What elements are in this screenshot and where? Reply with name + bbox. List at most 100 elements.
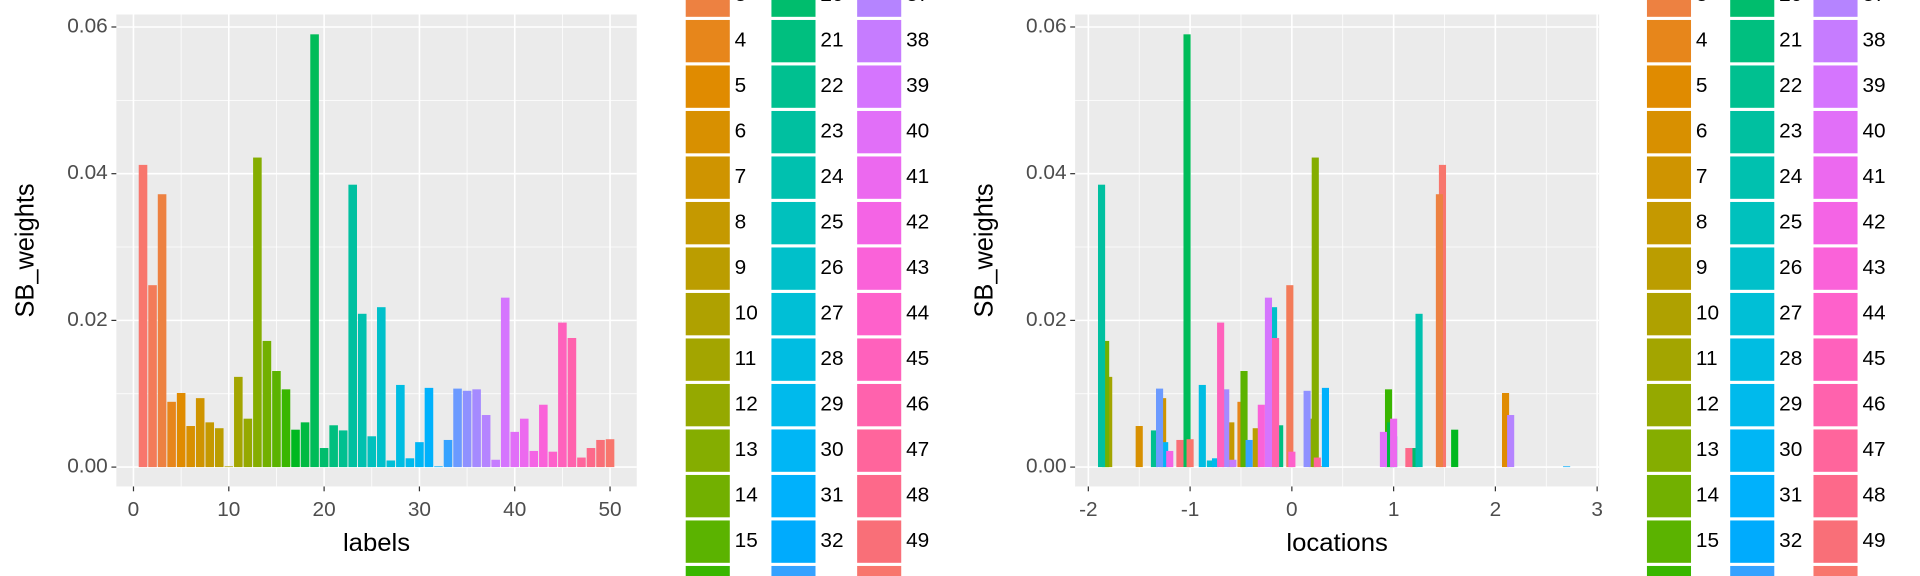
x-tick-label: 20 bbox=[313, 498, 336, 521]
legend-swatch bbox=[857, 338, 902, 381]
bar bbox=[386, 460, 396, 468]
bar bbox=[291, 429, 300, 468]
legend-swatch bbox=[1813, 156, 1858, 199]
legend-label: 12 bbox=[1696, 393, 1719, 416]
legend-label: 14 bbox=[1696, 484, 1719, 507]
x-tick-label: 50 bbox=[598, 498, 621, 521]
legend-label: 29 bbox=[820, 393, 843, 416]
bar bbox=[1379, 431, 1388, 468]
bar bbox=[586, 448, 596, 468]
bar bbox=[596, 439, 605, 468]
legend-swatch bbox=[685, 65, 730, 108]
legend-label: 46 bbox=[906, 393, 929, 416]
legend-label: 28 bbox=[1779, 347, 1802, 370]
legend-swatch bbox=[1646, 338, 1692, 381]
legend-label: 39 bbox=[1862, 74, 1885, 97]
bar bbox=[319, 448, 329, 468]
legend-swatch bbox=[1646, 156, 1692, 199]
legend-swatch bbox=[857, 65, 902, 108]
legend-label: 11 bbox=[735, 347, 757, 370]
x-tick-label: -1 bbox=[1181, 498, 1200, 521]
bar bbox=[529, 450, 539, 468]
bar bbox=[1410, 448, 1418, 468]
legend-swatch bbox=[685, 565, 730, 576]
bar bbox=[1405, 448, 1413, 468]
x-tick-label: 0 bbox=[128, 498, 140, 521]
legend-swatch bbox=[1813, 520, 1858, 563]
legend-label: 42 bbox=[906, 211, 929, 234]
legend-label: 32 bbox=[820, 529, 843, 552]
legend-swatch bbox=[1646, 201, 1692, 245]
bar bbox=[1288, 451, 1296, 468]
legend-swatch bbox=[771, 0, 816, 17]
legend-swatch bbox=[1730, 429, 1775, 472]
legend-label: 29 bbox=[1779, 393, 1802, 416]
bar bbox=[434, 466, 443, 468]
legend-label: 16 bbox=[1696, 575, 1719, 576]
legend-label: 3 bbox=[735, 0, 747, 6]
legend-swatch bbox=[771, 383, 816, 427]
legend-swatch bbox=[685, 156, 730, 199]
legend-label: 50 bbox=[1862, 575, 1885, 576]
legend-swatch bbox=[1730, 65, 1775, 108]
legend-label: 30 bbox=[820, 438, 843, 461]
legend-label: 44 bbox=[1862, 302, 1885, 325]
bar bbox=[415, 442, 424, 468]
bar bbox=[1240, 371, 1248, 468]
bar bbox=[262, 340, 272, 468]
bar bbox=[491, 459, 500, 468]
legend-label: 4 bbox=[735, 29, 747, 52]
x-axis-title: labels bbox=[343, 529, 410, 557]
legend-label: 6 bbox=[1696, 120, 1708, 143]
legend-label: 3 bbox=[1696, 0, 1708, 6]
legend-swatch bbox=[857, 247, 902, 290]
legend-swatch bbox=[771, 474, 816, 518]
y-tick-label: 0.06 bbox=[1026, 15, 1067, 38]
bar bbox=[1198, 384, 1206, 468]
legend-swatch bbox=[857, 156, 902, 199]
bar bbox=[272, 371, 281, 468]
bar bbox=[1415, 313, 1423, 468]
legend-swatch bbox=[1646, 429, 1692, 472]
legend-label: 41 bbox=[1862, 165, 1885, 188]
bar bbox=[1286, 285, 1294, 468]
legend-swatch bbox=[857, 474, 902, 518]
legend-label: 47 bbox=[906, 438, 929, 461]
legend-swatch bbox=[1813, 292, 1858, 336]
y-tick-label: 0.04 bbox=[1026, 161, 1067, 184]
legend-swatch bbox=[1646, 247, 1692, 290]
y-tick-label: 0.04 bbox=[67, 161, 108, 184]
legend-swatch bbox=[1730, 0, 1775, 17]
legend-swatch bbox=[685, 474, 730, 518]
legend-label: 25 bbox=[1779, 211, 1802, 234]
bar bbox=[567, 337, 577, 468]
bar bbox=[234, 376, 243, 468]
x-tick-label: 40 bbox=[503, 498, 526, 521]
legend-label: 20 bbox=[1779, 0, 1802, 6]
legend-swatch bbox=[1813, 201, 1858, 245]
legend-label: 30 bbox=[1779, 438, 1802, 461]
legend-swatch bbox=[1813, 338, 1858, 381]
legend-label: 23 bbox=[1779, 120, 1802, 143]
legend-swatch bbox=[771, 110, 816, 154]
bar bbox=[195, 398, 205, 468]
legend-label: 41 bbox=[906, 165, 929, 188]
legend-label: 32 bbox=[1779, 529, 1802, 552]
bar bbox=[214, 428, 224, 468]
legend-label: 4 bbox=[1696, 29, 1708, 52]
bar bbox=[138, 164, 148, 468]
bar bbox=[481, 415, 491, 468]
x-tick-label: 2 bbox=[1490, 498, 1502, 521]
legend-label: 15 bbox=[1696, 529, 1719, 552]
bar bbox=[1176, 439, 1184, 468]
bar bbox=[453, 388, 462, 468]
legend-swatch bbox=[857, 565, 902, 576]
legend-swatch bbox=[857, 383, 902, 427]
legend-label: 22 bbox=[1779, 74, 1802, 97]
legend-swatch bbox=[1813, 110, 1858, 154]
legend-label: 24 bbox=[820, 165, 843, 188]
legend-label: 45 bbox=[906, 347, 929, 370]
legend-label: 8 bbox=[735, 211, 747, 234]
legend-swatch bbox=[1813, 474, 1858, 518]
bar bbox=[329, 425, 338, 468]
